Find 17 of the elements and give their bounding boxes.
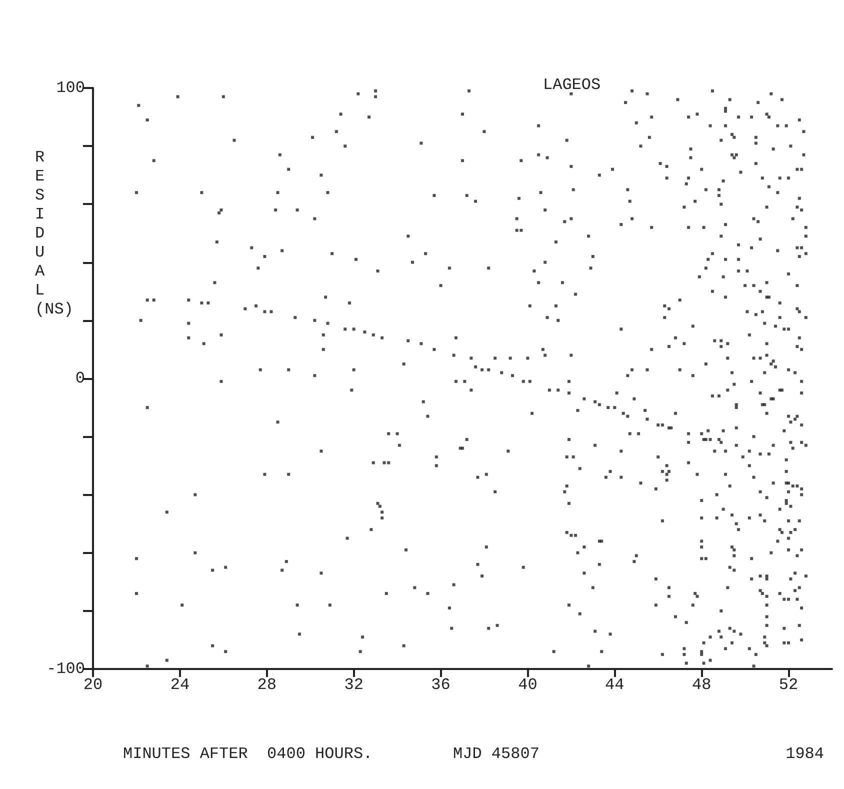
chart-title: LAGEOS xyxy=(543,76,601,94)
y-tick-label: 0 xyxy=(75,370,85,388)
text: 1984 xyxy=(786,745,824,763)
x-tick-label: 20 xyxy=(83,676,103,694)
x-tick-label: 52 xyxy=(778,676,798,694)
x-axis-title: MINUTES AFTER 0400 HOURS. xyxy=(123,745,373,763)
text: RESIDUAL (NS) xyxy=(35,148,74,318)
x-tick-label: 32 xyxy=(344,676,364,694)
text: MJD 45807 xyxy=(453,745,540,763)
y-tick-label: 100 xyxy=(56,79,85,97)
x-tick-label: 44 xyxy=(605,676,624,694)
y-tick-label: -100 xyxy=(46,660,85,678)
x-tick-label: 40 xyxy=(518,676,538,694)
x-tick-label: 48 xyxy=(692,676,712,694)
x-tick-label: 36 xyxy=(431,676,450,694)
x-tick-label: 24 xyxy=(170,676,190,694)
x-tick-label: 28 xyxy=(257,676,276,694)
